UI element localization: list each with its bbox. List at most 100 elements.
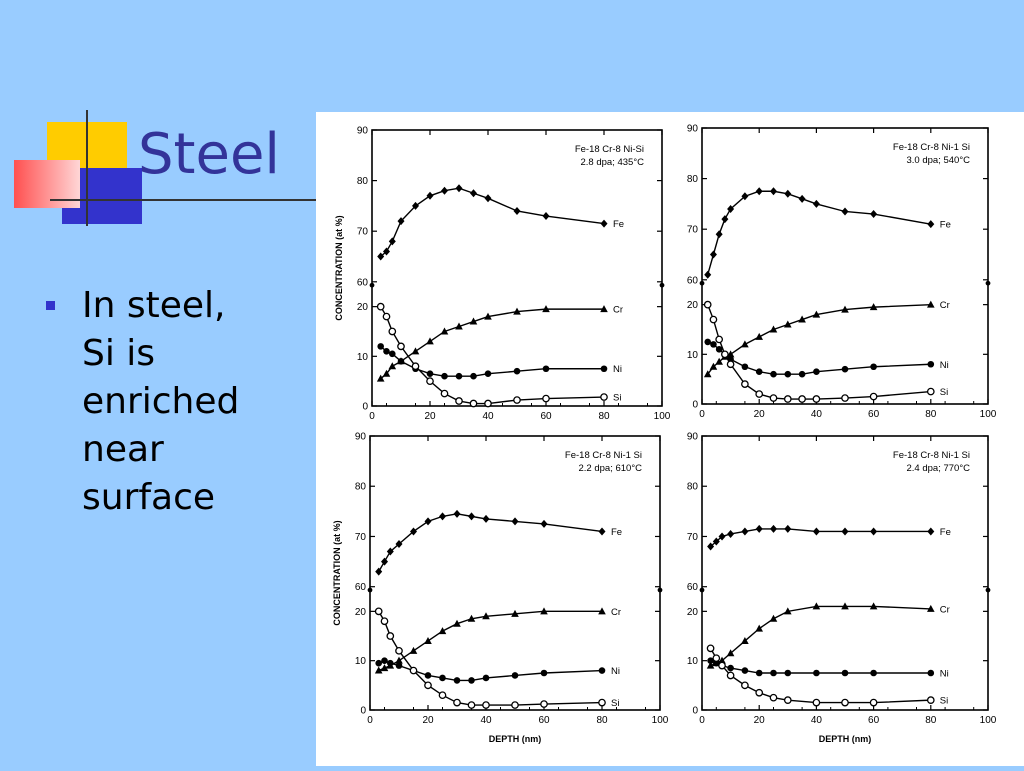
axis-break-mark bbox=[367, 587, 373, 593]
data-point-cr bbox=[841, 305, 849, 313]
data-point-si bbox=[380, 617, 389, 626]
x-tick-label: 40 bbox=[482, 411, 494, 422]
data-point-cr bbox=[598, 607, 606, 615]
data-point-si bbox=[600, 393, 608, 401]
data-point-fe bbox=[798, 194, 806, 203]
data-point-fe bbox=[377, 252, 385, 261]
data-point-ni bbox=[870, 669, 877, 677]
data-point-fe bbox=[741, 192, 749, 201]
x-tick-label: 20 bbox=[424, 411, 436, 422]
y-tick-label: 80 bbox=[355, 482, 367, 493]
data-point-ni bbox=[424, 672, 432, 679]
data-point-si bbox=[812, 698, 821, 707]
data-point-cr bbox=[411, 347, 420, 355]
data-point-fe bbox=[375, 567, 383, 576]
data-point-si bbox=[755, 390, 764, 398]
plot-frame bbox=[701, 127, 989, 405]
x-tick-label: 40 bbox=[811, 715, 823, 726]
data-point-cr bbox=[424, 636, 432, 644]
data-point-fe bbox=[439, 512, 446, 521]
slide-title: Steel bbox=[138, 122, 280, 187]
data-point-si bbox=[869, 698, 878, 707]
axis-break-mark bbox=[985, 280, 991, 286]
data-point-ni bbox=[511, 672, 519, 679]
chart-panel-2: 0 10 20 60 70 80 90 0 20 40 60 80 100 Fe-18 Cr-8 Ni-1… bbox=[687, 124, 997, 421]
data-point-fe bbox=[484, 194, 492, 203]
series-label-ni: Ni bbox=[611, 666, 620, 677]
plot-frame bbox=[369, 435, 661, 711]
y-tick-label: 60 bbox=[687, 275, 699, 286]
chart-annotation-line: Fe-18 Cr-8 Ni-1 Si bbox=[893, 142, 970, 153]
data-point-ni bbox=[755, 368, 763, 376]
data-point-si bbox=[374, 607, 383, 616]
data-point-ni bbox=[841, 669, 849, 677]
data-point-cr bbox=[798, 315, 806, 323]
data-point-cr bbox=[703, 370, 712, 378]
data-point-fe bbox=[540, 519, 548, 528]
data-point-fe bbox=[470, 189, 477, 198]
y-tick-label: 60 bbox=[355, 582, 367, 593]
y-tick-label: 80 bbox=[687, 482, 699, 493]
data-point-cr bbox=[469, 317, 478, 325]
data-point-ni bbox=[389, 350, 396, 358]
axis-break-mark bbox=[369, 282, 375, 288]
data-point-ni bbox=[715, 346, 723, 353]
chart-annotation-line: Fe-18 Cr-8 Ni-Si bbox=[575, 144, 644, 155]
data-point-cr bbox=[540, 607, 548, 615]
plot-frame bbox=[701, 435, 989, 711]
series-label-fe: Fe bbox=[940, 527, 951, 538]
data-point-fe bbox=[870, 210, 878, 219]
data-point-si bbox=[841, 394, 849, 402]
data-point-cr bbox=[513, 307, 521, 315]
bullet-line-1: In steel, bbox=[82, 285, 226, 326]
data-point-cr bbox=[395, 656, 403, 664]
bullet-line-2: Si is bbox=[82, 333, 156, 374]
data-point-si bbox=[769, 693, 778, 702]
data-point-ni bbox=[798, 370, 806, 378]
y-tick-label: 0 bbox=[692, 400, 698, 411]
data-point-fe bbox=[386, 547, 394, 556]
axis-break-mark bbox=[699, 280, 705, 286]
data-point-ni bbox=[870, 363, 877, 371]
y-tick-label: 20 bbox=[355, 607, 367, 618]
series-line-cr bbox=[710, 605, 931, 667]
data-point-fe bbox=[395, 540, 403, 549]
data-point-fe bbox=[381, 557, 388, 566]
data-point-cr bbox=[382, 369, 391, 377]
data-point-si bbox=[409, 666, 418, 675]
x-tick-label: 60 bbox=[868, 409, 880, 420]
data-point-si bbox=[424, 681, 432, 690]
bullet-line-3: enriched bbox=[82, 381, 240, 422]
data-point-ni bbox=[813, 368, 820, 376]
data-point-si bbox=[726, 671, 735, 680]
data-point-si bbox=[388, 327, 397, 336]
series-label-ni: Ni bbox=[940, 669, 949, 680]
data-point-si bbox=[598, 698, 606, 707]
x-tick-label: 80 bbox=[925, 409, 937, 420]
data-point-si bbox=[438, 691, 447, 700]
x-tick-label: 100 bbox=[980, 409, 997, 420]
data-point-fe bbox=[511, 517, 519, 526]
data-point-ni bbox=[377, 343, 384, 350]
data-point-ni bbox=[468, 677, 475, 684]
bullet-line-4: near bbox=[82, 429, 164, 470]
data-point-fe bbox=[715, 230, 723, 239]
y-tick-label: 70 bbox=[687, 225, 699, 236]
data-point-cr bbox=[927, 604, 935, 612]
chart-panel-4: 0 10 20 60 70 80 90 0 20 40 60 80 100 DEPTH (nm) Fe-18… bbox=[687, 432, 997, 745]
x-axis-label: DEPTH (nm) bbox=[819, 734, 872, 744]
data-point-ni bbox=[784, 370, 792, 378]
data-point-fe bbox=[600, 219, 608, 228]
data-point-cr bbox=[709, 362, 718, 370]
data-point-ni bbox=[710, 341, 717, 348]
x-tick-label: 80 bbox=[925, 715, 937, 726]
axis-break-mark bbox=[985, 587, 991, 593]
x-tick-label: 0 bbox=[367, 715, 373, 726]
chart-annotation-line: 3.0 dpa; 540°C bbox=[907, 155, 971, 166]
data-point-ni bbox=[927, 669, 935, 677]
chart-panel-1: 0 10 20 60 70 80 90 0 20 40 60 80 100 CONCENTRATION (… bbox=[334, 126, 671, 423]
data-point-ni bbox=[387, 659, 394, 667]
data-point-fe bbox=[870, 527, 878, 536]
data-point-fe bbox=[424, 517, 432, 526]
